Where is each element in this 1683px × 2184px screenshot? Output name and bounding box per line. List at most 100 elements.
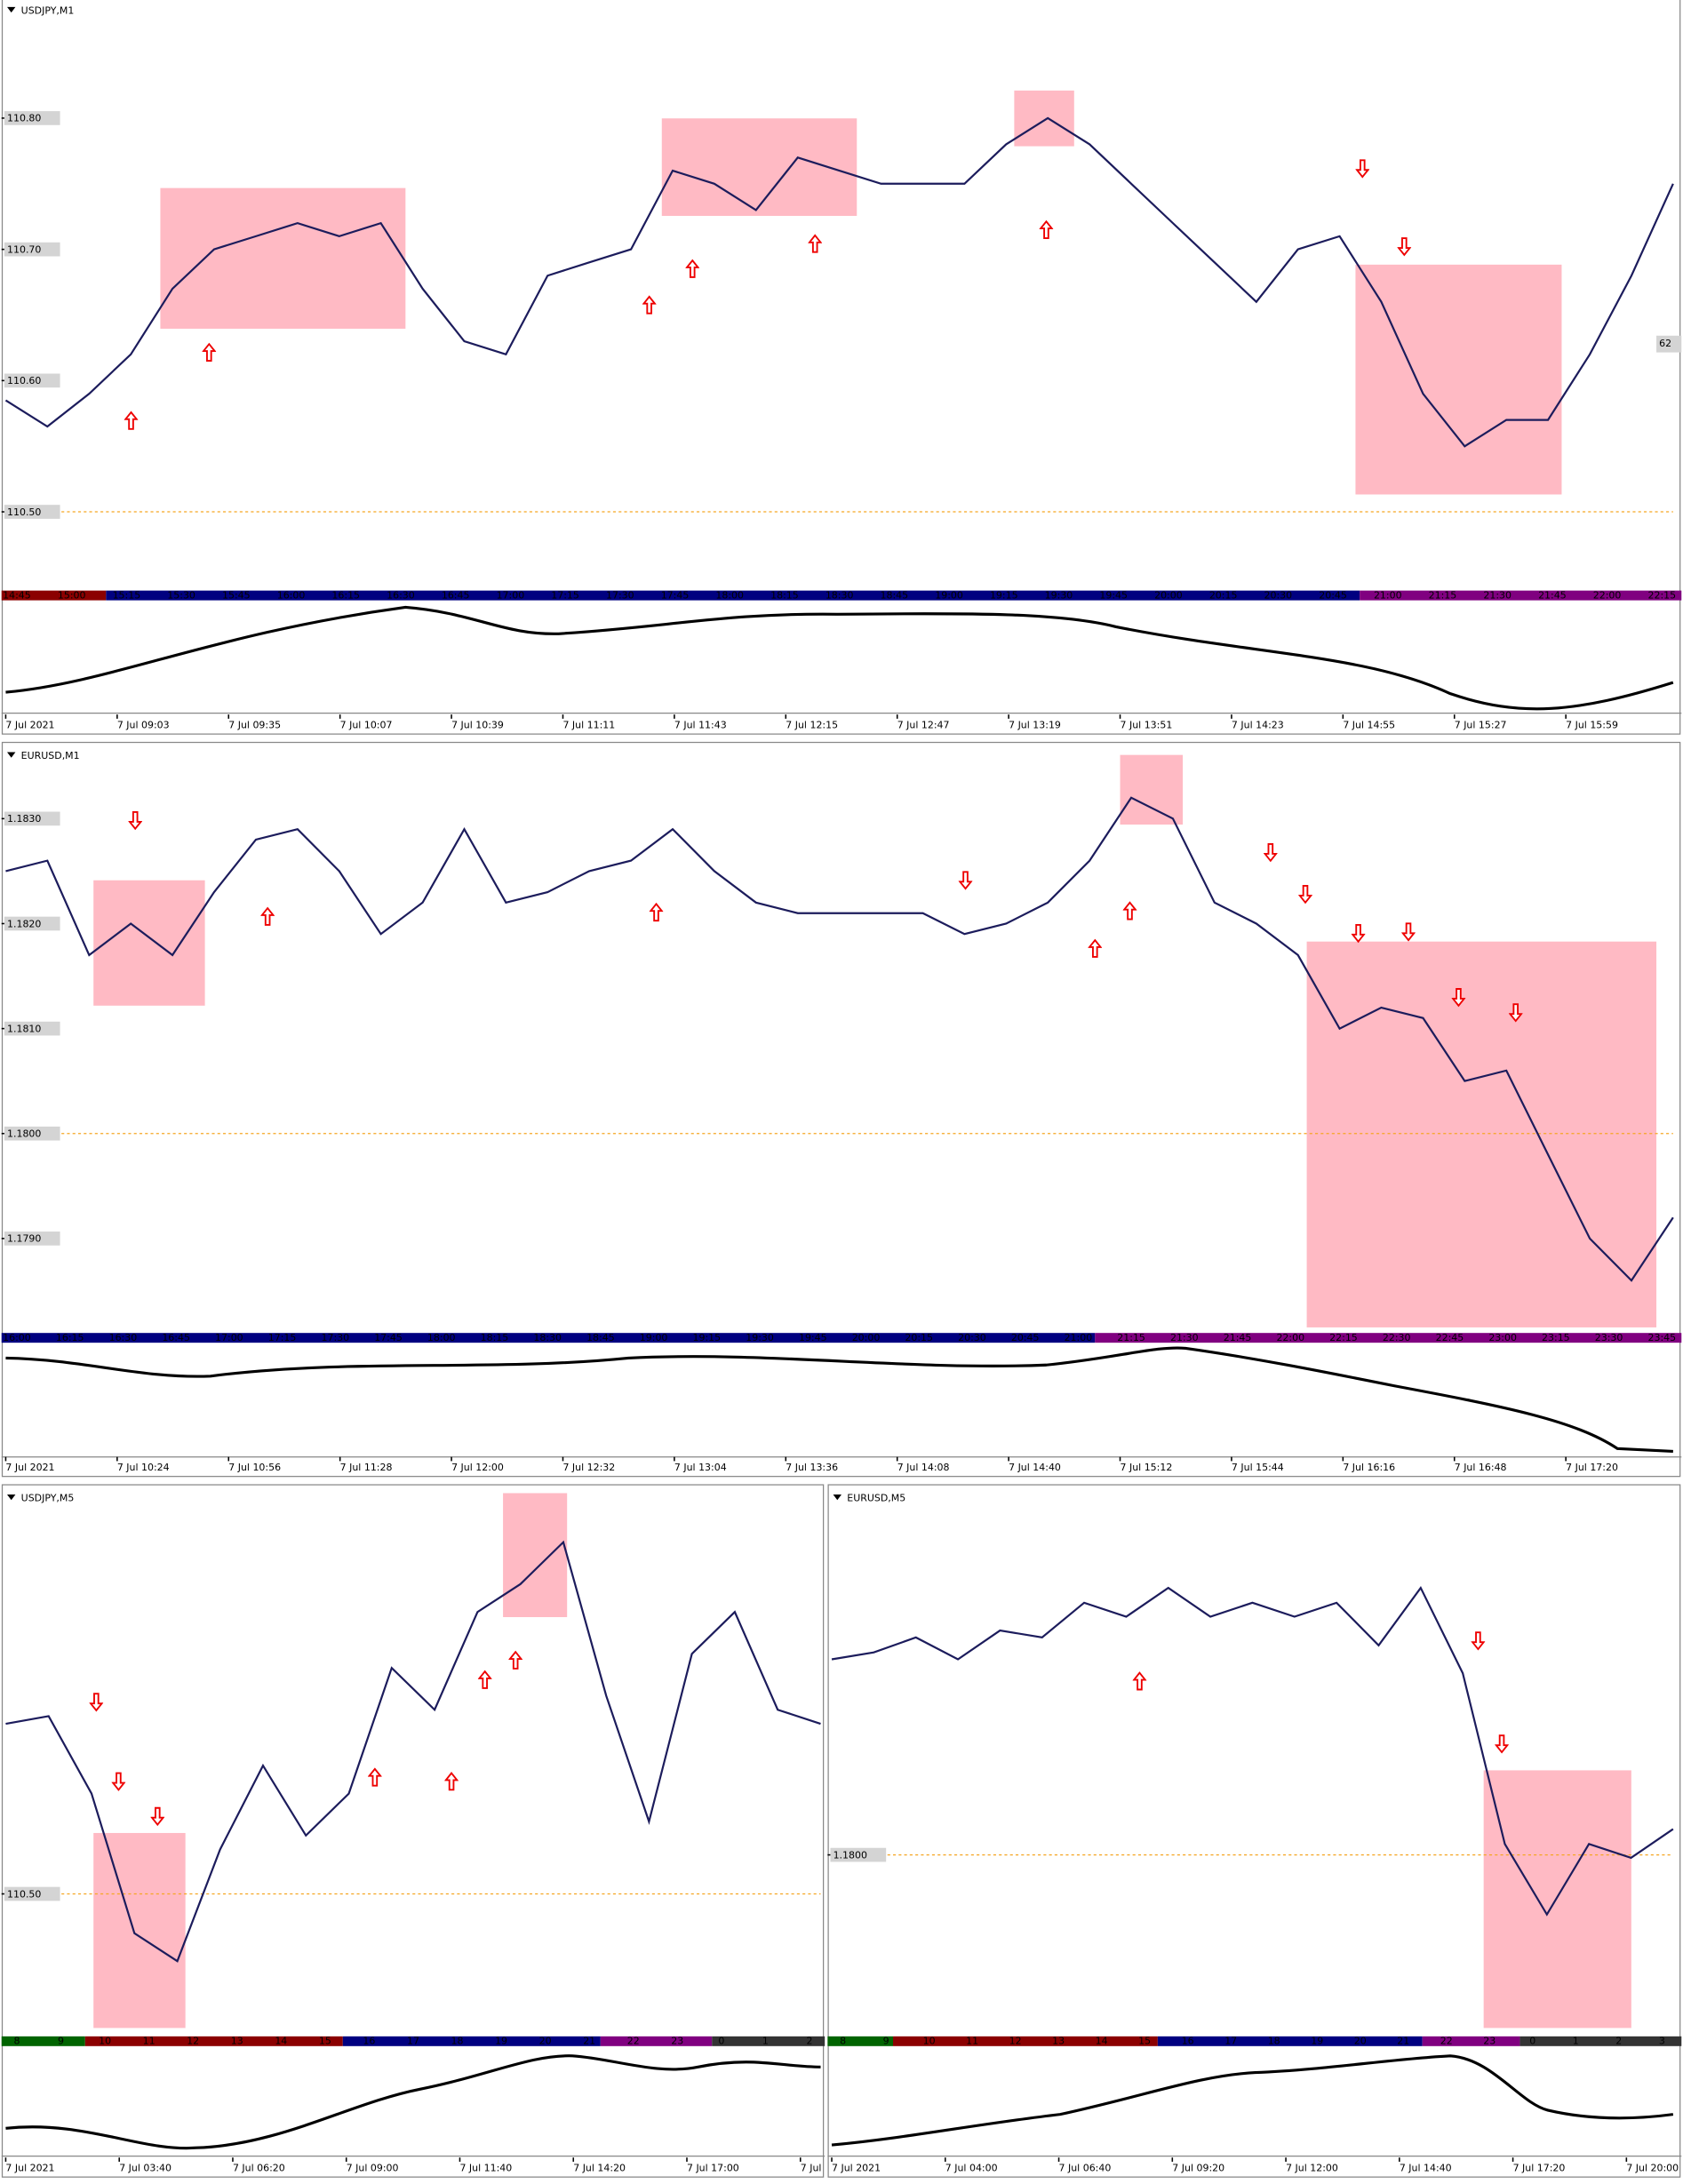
session-strip	[106, 590, 1360, 601]
session-label: 14	[1096, 2035, 1108, 2046]
session-label: 22:15	[1329, 1332, 1358, 1343]
right-label-bg	[1656, 335, 1682, 353]
x-tick-label: 7 Jul 20:00	[1626, 2163, 1679, 2174]
zone	[1014, 90, 1074, 147]
x-tick-label: 7 Jul 14:40	[1400, 2163, 1452, 2174]
session-label: 20:30	[1264, 589, 1293, 601]
session-label: 15:00	[58, 589, 86, 601]
session-label: 23:15	[1542, 1332, 1570, 1343]
session-label: 10	[923, 2035, 936, 2046]
session-label: 1	[1573, 2035, 1579, 2046]
session-label: 16:45	[162, 1332, 190, 1343]
x-tick-label: 7 Jul 17:20	[1566, 1462, 1618, 1473]
chart-title: USDJPY,M1	[21, 5, 75, 17]
session-label: 18:15	[481, 1332, 509, 1343]
session-strip	[1519, 2036, 1682, 2046]
session-strip	[893, 2036, 1158, 2046]
session-label: 20:45	[1319, 589, 1347, 601]
y-tick-label: 1.1800	[7, 1128, 41, 1140]
price-line	[5, 796, 1674, 1282]
session-label: 11	[966, 2035, 978, 2046]
session-label: 17:15	[268, 1332, 297, 1343]
session-label: 19:15	[693, 1332, 722, 1343]
x-tick-label: 7 Jul 17:20	[1513, 2163, 1566, 2174]
session-label: 16:15	[331, 589, 360, 601]
x-tick-label: 7 Jul 15:44	[1232, 1462, 1284, 1473]
session-label: 19:30	[746, 1332, 774, 1343]
session-strip	[1360, 590, 1682, 601]
price-line	[5, 1540, 821, 1963]
session-label: 21:30	[1170, 1332, 1199, 1343]
session-label: 21	[583, 2035, 595, 2046]
session-label: 18	[451, 2035, 464, 2046]
session-label: 17	[1224, 2035, 1237, 2046]
session-strip	[600, 2036, 713, 2046]
session-label: 21	[1397, 2035, 1409, 2046]
x-tick-label: 7 Jul 03:40	[119, 2163, 171, 2174]
highlight-boxes	[93, 90, 1657, 2029]
session-label: 9	[58, 2035, 64, 2046]
y-tick-bg	[4, 1021, 60, 1036]
zone	[503, 1493, 568, 1617]
session-label: 21:15	[1429, 589, 1457, 601]
x-tick-label: 7 Jul 2021	[5, 720, 54, 731]
session-label: 22:00	[1593, 589, 1622, 601]
session-label: 15:15	[113, 589, 141, 601]
session-label: 0	[1529, 2035, 1535, 2046]
y-tick-bg	[4, 916, 60, 931]
session-strip	[1422, 2036, 1520, 2046]
panel-frame	[1, 1484, 825, 2178]
session-label: 1	[762, 2035, 769, 2046]
x-tick-label: 7 Jul	[801, 2163, 822, 2174]
session-label: 17	[407, 2035, 419, 2046]
y-tick-label: 110.60	[7, 375, 41, 387]
session-label: 17:45	[661, 589, 690, 601]
x-tick-label: 7 Jul 11:40	[459, 2163, 512, 2174]
session-label: 21:45	[1538, 589, 1567, 601]
y-tick-bg	[4, 1231, 60, 1246]
price-line	[831, 1585, 1674, 1917]
session-label: 16:00	[277, 589, 306, 601]
session-label: 22:15	[1648, 589, 1677, 601]
session-label: 22:00	[1276, 1332, 1304, 1343]
session-label: 20:45	[1011, 1332, 1040, 1343]
session-label: 17:15	[551, 589, 579, 601]
session-label: 21:00	[1065, 1332, 1093, 1343]
y-tick-bg	[4, 1126, 60, 1141]
zone	[160, 187, 406, 329]
session-label: 18:45	[881, 589, 909, 601]
y-tick-label: 1.1830	[7, 813, 41, 825]
x-tick-label: 7 Jul 14:08	[897, 1462, 950, 1473]
x-tick-label: 7 Jul 09:20	[1172, 2163, 1224, 2174]
session-label: 19:45	[1099, 589, 1128, 601]
x-tick-label: 7 Jul 11:28	[340, 1462, 393, 1473]
panel-frame	[827, 1484, 1681, 2178]
x-tick-label: 7 Jul 12:00	[1286, 2163, 1338, 2174]
session-label: 15	[319, 2035, 331, 2046]
session-label: 15	[1138, 2035, 1151, 2046]
session-label: 2	[806, 2035, 812, 2046]
panel-frame	[1, 741, 1681, 1478]
x-tick-label: 7 Jul 12:00	[451, 1462, 504, 1473]
session-label: 22	[627, 2035, 640, 2046]
session-strip	[827, 2036, 894, 2046]
session-label: 18:45	[586, 1332, 615, 1343]
y-tick-label: 1.1810	[7, 1023, 41, 1034]
session-label: 19:30	[1045, 589, 1073, 601]
session-strip	[84, 2036, 343, 2046]
session-label: 18	[1268, 2035, 1280, 2046]
y-tick-label: 110.80	[7, 113, 41, 124]
session-label: 23:30	[1595, 1332, 1623, 1343]
y-tick-label: 1.1800	[834, 1849, 867, 1861]
y-tick-label: 1.1790	[7, 1233, 41, 1245]
y-tick-bg	[830, 1847, 887, 1862]
y-tick-bg	[4, 1886, 60, 1901]
y-tick-bg	[4, 111, 60, 125]
oscillators	[5, 605, 1674, 2150]
y-tick-label: 1.1820	[7, 918, 41, 929]
session-label: 18:15	[770, 589, 799, 601]
x-tick-label: 7 Jul 10:56	[228, 1462, 281, 1473]
session-label: 21:00	[1374, 589, 1402, 601]
y-tick-bg	[4, 242, 60, 257]
